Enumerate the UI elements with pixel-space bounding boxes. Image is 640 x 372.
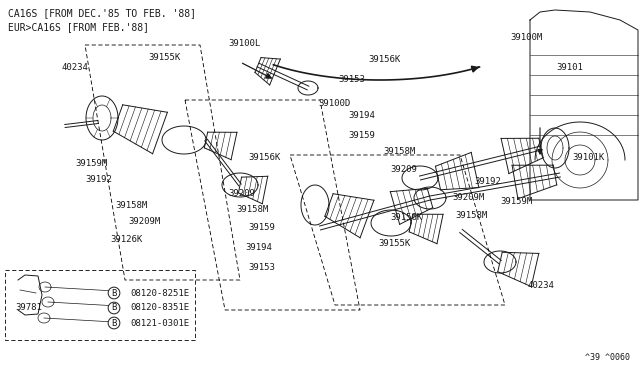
Text: 39209M: 39209M xyxy=(452,193,484,202)
Text: 39158M: 39158M xyxy=(455,211,487,219)
Text: 40234: 40234 xyxy=(528,280,555,289)
Text: 39153: 39153 xyxy=(248,263,275,273)
Text: 40234: 40234 xyxy=(62,64,89,73)
Text: 39192: 39192 xyxy=(85,176,112,185)
Text: 39192: 39192 xyxy=(474,177,501,186)
Text: 39209: 39209 xyxy=(390,166,417,174)
Text: 39155K: 39155K xyxy=(378,238,410,247)
Text: 39126K: 39126K xyxy=(110,235,142,244)
Text: 39156K: 39156K xyxy=(368,55,400,64)
Text: 39158M: 39158M xyxy=(115,201,147,209)
Text: 39159: 39159 xyxy=(348,131,375,140)
Text: 39156K: 39156K xyxy=(390,214,422,222)
Text: 08120-8351E: 08120-8351E xyxy=(130,304,189,312)
Text: 39159: 39159 xyxy=(248,224,275,232)
Text: 39209M: 39209M xyxy=(128,217,160,225)
Text: 39209: 39209 xyxy=(228,189,255,198)
Text: 39158M: 39158M xyxy=(236,205,268,215)
Text: 39158M: 39158M xyxy=(383,148,415,157)
Text: ^39 ^0060: ^39 ^0060 xyxy=(585,353,630,362)
Text: 08121-0301E: 08121-0301E xyxy=(130,318,189,327)
Text: B: B xyxy=(111,304,116,312)
Text: B: B xyxy=(111,318,116,327)
Text: 39101: 39101 xyxy=(556,64,583,73)
Text: 39194: 39194 xyxy=(245,243,272,251)
Text: 39101K: 39101K xyxy=(572,154,604,163)
Text: 08120-8251E: 08120-8251E xyxy=(130,289,189,298)
Text: 39781: 39781 xyxy=(15,304,42,312)
Text: 39100L: 39100L xyxy=(228,39,260,48)
Text: 39153: 39153 xyxy=(338,76,365,84)
Text: 39194: 39194 xyxy=(348,110,375,119)
Text: 39159M: 39159M xyxy=(75,158,108,167)
Text: B: B xyxy=(111,289,116,298)
Text: 39159M: 39159M xyxy=(500,198,532,206)
Text: 39100D: 39100D xyxy=(318,99,350,108)
Text: 39100M: 39100M xyxy=(510,33,542,42)
Text: 39155K: 39155K xyxy=(148,54,180,62)
Text: 39156K: 39156K xyxy=(248,154,280,163)
Text: CA16S [FROM DEC.'85 TO FEB. '88]: CA16S [FROM DEC.'85 TO FEB. '88] xyxy=(8,8,196,18)
Text: EUR>CA16S [FROM FEB.'88]: EUR>CA16S [FROM FEB.'88] xyxy=(8,22,149,32)
